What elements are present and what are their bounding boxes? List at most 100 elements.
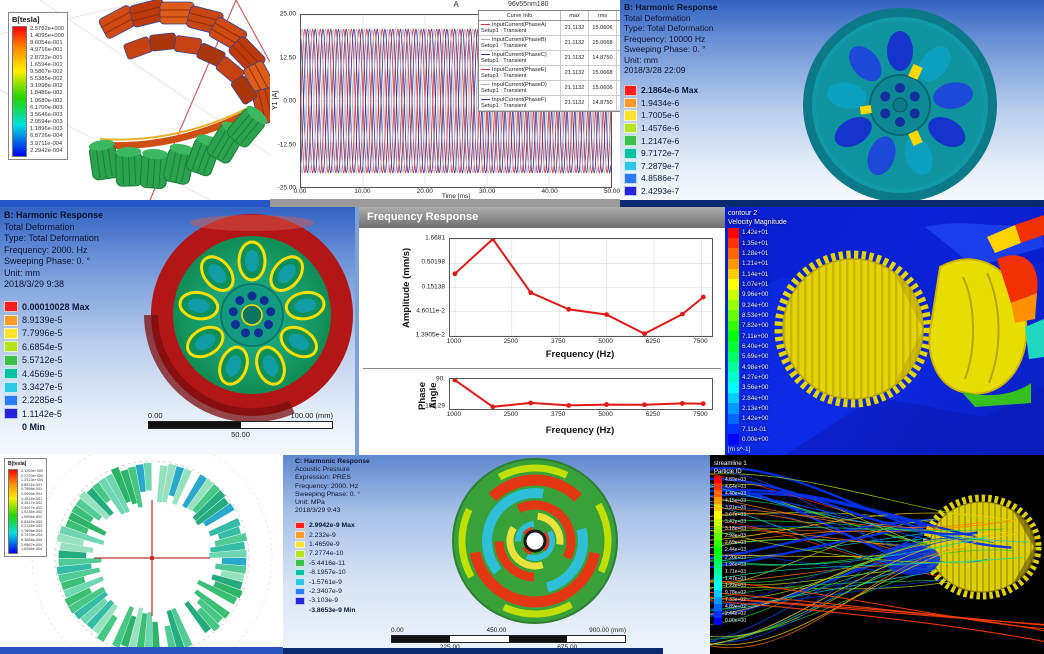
particle-legend: streamline 1 Particle ID 4.89e+03 4.64e+0… — [714, 461, 747, 625]
legend-value: 1.4659e-9 — [309, 540, 340, 548]
table-header-cell: max — [561, 11, 589, 20]
legend-title-line: Velocity Magnitude — [728, 218, 787, 226]
legend-value: 1.1896e-003 — [30, 126, 63, 133]
legend-entry: 2.2285e-5 — [4, 394, 90, 407]
result-info-line: Unit: mm — [4, 267, 40, 278]
cfd-viewport[interactable] — [725, 207, 1044, 455]
curve-color-dash — [481, 69, 490, 71]
legend-entry: 5.5712e-5 — [4, 354, 90, 367]
legend-swatch — [4, 314, 18, 326]
legend-value: 3.42e+03 — [725, 519, 746, 526]
current-waveform-plot[interactable] — [300, 14, 612, 188]
window-titlebar[interactable]: Frequency Response — [359, 207, 725, 228]
legend-value: 6.3417e-002 — [21, 501, 43, 506]
legend-entry: 2.44e+03 — [714, 546, 747, 555]
legend-swatch — [4, 394, 18, 406]
result-info-line: Total Deformation — [624, 12, 691, 23]
phase-plot[interactable] — [449, 378, 713, 410]
legend-value: -5.4416e-11 — [309, 559, 346, 567]
y-tick: 4.6011e-2 — [416, 307, 445, 315]
legend-value: 1.42e+00 — [742, 415, 769, 423]
red-wheel-viewport[interactable] — [0, 207, 355, 455]
motor-flux-viewport[interactable] — [0, 0, 270, 200]
design-badge: 96v55nm180 — [508, 1, 549, 8]
legend-entry: 3.18e+03 — [714, 525, 747, 533]
legend-value: 4.9716e-001 — [30, 47, 63, 54]
result-info-line: Sweeping Phase: 0. ° — [4, 256, 91, 266]
curve-name: InputCurrent(PhaseD) — [492, 82, 547, 88]
legend-swatch — [4, 327, 18, 339]
legend-value: 1.4576e-6 — [641, 123, 680, 134]
legend-entry: 0 Min — [624, 197, 698, 200]
result-info-line: Type: Total Deformation — [624, 23, 714, 33]
amplitude-axis-label: Amplitude (mm/s) — [401, 247, 412, 328]
flux-density-top-panel: B[tesla] 2.5782e+000 1.4095e+000 8.6054e-0… — [0, 0, 270, 200]
curve-name: InputCurrent(PhaseF) — [492, 97, 547, 103]
legend-value: 4.15e+03 — [725, 497, 746, 504]
legend-swatch — [728, 434, 739, 445]
legend-entry: -8.1957e-10 — [295, 568, 355, 577]
legend-swatch — [714, 532, 722, 540]
x-tick: 1000 — [446, 338, 462, 345]
legend-value: 4.27e+00 — [742, 373, 769, 381]
legend-entry: 2.9942e-9 Max — [295, 521, 355, 530]
legend-entry: 1.07e+01 — [728, 279, 787, 290]
legend-swatch — [4, 341, 18, 353]
legend-value: 1.22e+03 — [725, 582, 746, 589]
legend-swatch — [714, 483, 722, 491]
legend-entry: 3.67e+03 — [714, 511, 747, 519]
legend-value: 4.98e+00 — [742, 363, 769, 371]
fan-blade — [928, 255, 1044, 407]
legend-value: 4.64e+03 — [725, 483, 746, 490]
legend-entry: 1.14e+01 — [728, 268, 787, 280]
legend-value: 2.232e-9 — [309, 531, 336, 539]
curve-rms: 15.0606 — [589, 21, 617, 35]
legend-entry: 1.96e+03 — [714, 561, 747, 569]
legend-value: -2.3407e-9 — [309, 587, 342, 595]
legend-value: 5.69e+00 — [742, 353, 769, 361]
harmonic-response-top-panel: B: Harmonic Response Total Deformation Typ… — [620, 0, 1044, 200]
y-tick: 0.15138 — [421, 283, 446, 291]
amplitude-y-ticks: 1.6681 0.50198 0.15138 4.6011e-2 1.3905e-2 — [415, 235, 447, 339]
legend-value: 0 Min — [641, 199, 663, 200]
legend-swatch — [728, 268, 739, 280]
legend-value: 1.28e+01 — [742, 249, 769, 257]
curve-setup: Setup1 : Transient — [481, 73, 527, 79]
amplitude-x-ticks: 1000 2500 3750 5000 6250 7500 — [446, 338, 711, 347]
result-info-line: Unit: mm — [624, 54, 658, 65]
legend-swatch — [295, 550, 305, 558]
x-tick: 10.00 — [354, 188, 371, 195]
wheel-deformation-viewport[interactable] — [620, 0, 1044, 200]
legend-value: 2.13e+00 — [742, 405, 769, 413]
legend-entry: 2.84e+00 — [728, 393, 787, 404]
streamline-viewport[interactable] — [710, 455, 1044, 654]
legend-value: 1.07e+01 — [742, 280, 769, 288]
legend-swatch — [714, 568, 722, 576]
rotor-flux-viewport[interactable] — [0, 455, 283, 654]
legend-unit: [m s^-1] — [728, 445, 751, 453]
legend-value: 3.5646e-003 — [30, 111, 63, 118]
legend-value: 7.2879e-7 — [641, 160, 680, 171]
legend-title-line: contour 2 — [728, 210, 758, 217]
legend-value: 1.1514e-001 — [21, 496, 43, 501]
acoustic-disk-viewport[interactable] — [283, 455, 710, 654]
legend-swatch — [714, 539, 722, 547]
legend-value: 6.1700e-003 — [30, 104, 63, 111]
legend-swatch — [624, 97, 637, 109]
flux-density-bottom-panel: B[tesla] 4.1253e+000 2.2720e+000 1.2513e+0… — [0, 455, 283, 654]
result-info-line: Expression: PRES — [295, 474, 351, 482]
flux-legend-bottom: B[tesla] 4.1253e+000 2.2720e+000 1.2513e+0… — [4, 458, 48, 557]
legend-swatch — [728, 382, 739, 393]
legend-swatch — [4, 408, 18, 420]
legend-swatch — [728, 413, 739, 425]
legend-swatch — [714, 497, 722, 505]
amplitude-plot[interactable] — [449, 238, 713, 337]
legend-value: 3.3427e-5 — [22, 382, 63, 393]
legend-value: 7.2774e-10 — [309, 550, 344, 558]
legend-swatch — [714, 546, 722, 555]
flux-legend-values: 2.5782e+000 1.4095e+000 8.6054e-001 4.9716e… — [30, 26, 64, 157]
stator-coil-arc-bottom — [88, 105, 268, 189]
legend-entry: 3.42e+03 — [714, 518, 747, 526]
legend-value: 9.78e+02 — [725, 590, 746, 597]
y-tick: 12.50 — [279, 54, 296, 61]
